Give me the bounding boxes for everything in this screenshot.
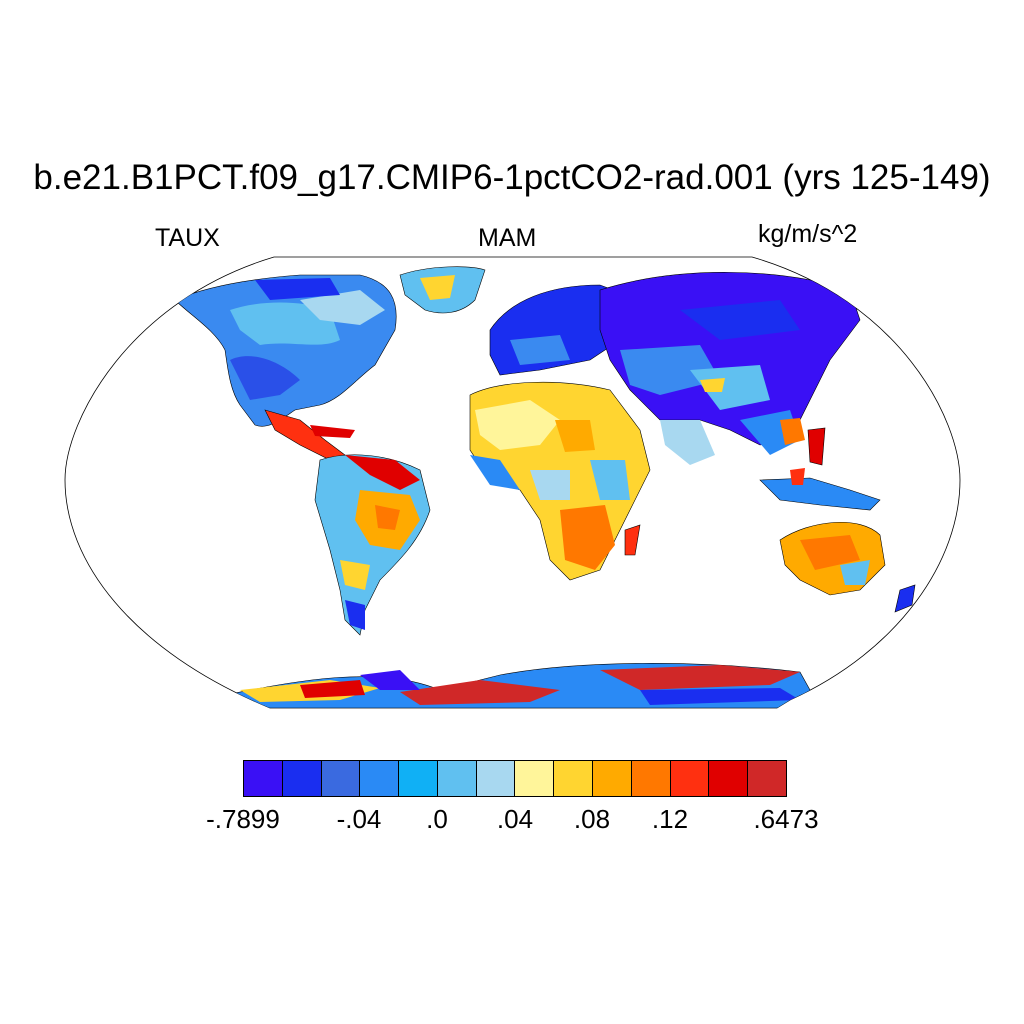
philippines: [807, 427, 826, 466]
variable-label: TAUX: [155, 224, 220, 252]
colorbar-box: [631, 761, 671, 796]
season-label: MAM: [478, 224, 537, 252]
colorbar-box: [437, 761, 477, 796]
colorbar-box: [244, 761, 283, 796]
colorbar: [243, 760, 787, 797]
new-zealand: [894, 584, 916, 613]
colorbar-box: [670, 761, 710, 796]
colorbar-box: [709, 761, 749, 796]
plot-title: b.e21.B1PCT.f09_g17.CMIP6-1pctCO2-rad.00…: [33, 158, 991, 197]
colorbar-box: [282, 761, 322, 796]
colorbar-box: [748, 761, 786, 796]
colorbar-label: .6473: [753, 804, 819, 834]
colorbar-label: .04: [496, 804, 534, 834]
colorbar-box: [593, 761, 632, 796]
colorbar-box: [321, 761, 361, 796]
colorbar-box: [515, 761, 555, 796]
indonesia: [759, 477, 881, 511]
colorbar-label: .0: [426, 804, 448, 834]
madagascar: [624, 524, 641, 556]
colorbar-label: .08: [573, 804, 611, 834]
units-label: kg/m/s^2: [758, 220, 858, 248]
colorbar-label: -.04: [336, 804, 382, 834]
colorbar-box: [554, 761, 594, 796]
colorbar-box: [360, 761, 400, 796]
colorbar-box: [399, 761, 438, 796]
colorbar-box: [476, 761, 516, 796]
colorbar-label: .12: [651, 804, 689, 834]
colorbar-label: -.7899: [206, 804, 280, 834]
